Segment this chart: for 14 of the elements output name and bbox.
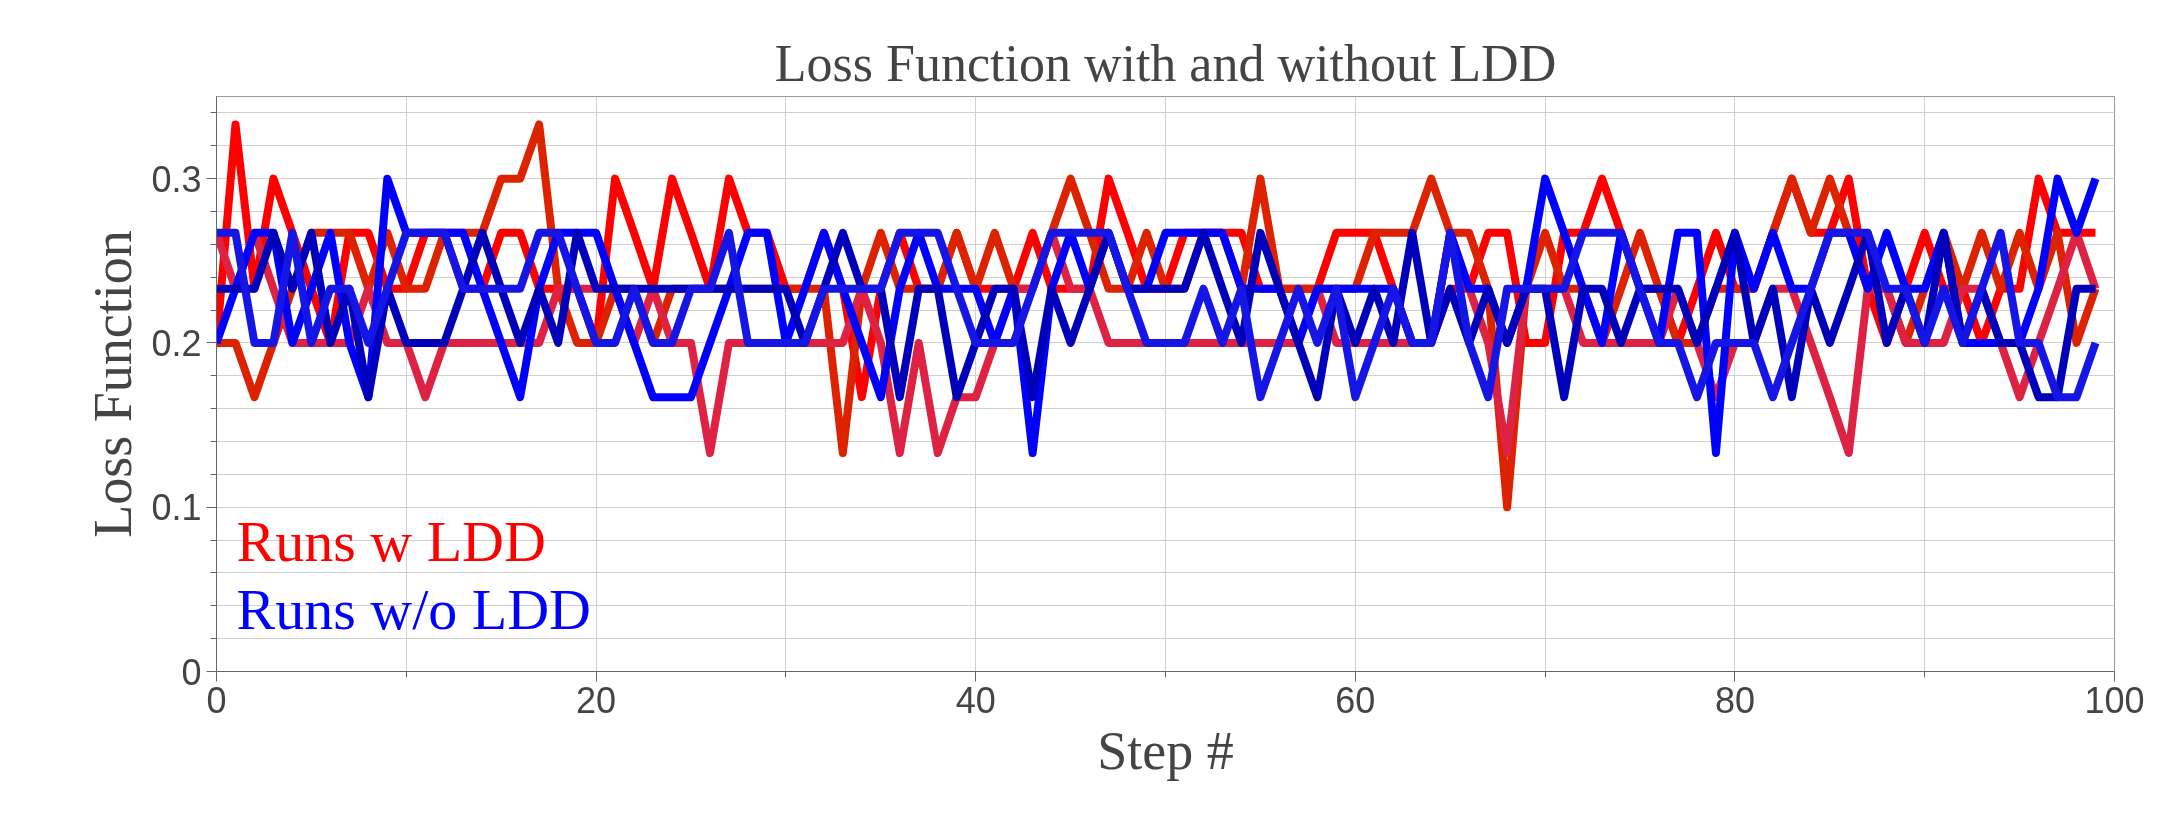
x-tick-label: 60	[1335, 679, 1376, 721]
y-tick-label: 0.1	[151, 487, 202, 529]
x-tick-label: 100	[2084, 679, 2145, 721]
x-axis-title: Step #	[1097, 720, 1234, 781]
text: Runs w LDD	[236, 508, 546, 574]
text: Runs w/o LDD	[236, 576, 591, 642]
y-tick-label: 0	[181, 651, 202, 693]
x-tick-label: 40	[955, 679, 996, 721]
y-axis-title: Loss Function	[83, 230, 144, 538]
chart-title: Loss Function with and without LDD	[774, 34, 1557, 92]
x-tick-label: 20	[576, 679, 617, 721]
y-tick-label: 0.2	[151, 322, 202, 364]
x-tick-label: 80	[1714, 679, 1755, 721]
y-tick-label: 0.3	[151, 158, 202, 200]
